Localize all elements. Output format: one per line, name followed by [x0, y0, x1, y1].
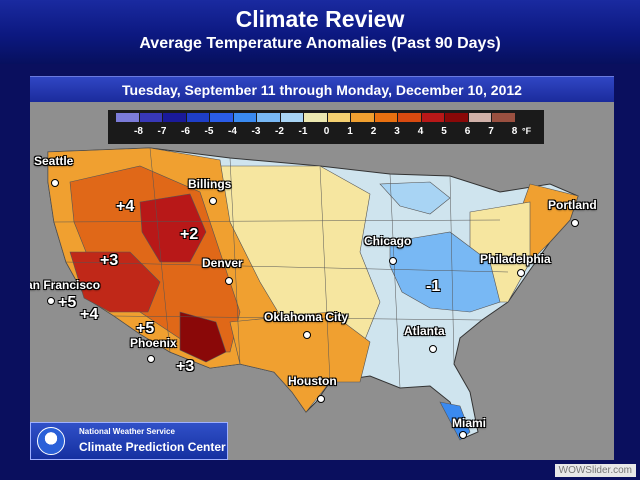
- legend-swatch: [445, 113, 468, 122]
- state-borders: [53, 147, 509, 389]
- legend-swatch: [351, 113, 374, 122]
- page-title: Climate Review: [235, 6, 405, 32]
- center-label: Climate Prediction Center: [79, 440, 226, 454]
- legend-swatch: [116, 113, 139, 122]
- legend-swatch: [257, 113, 280, 122]
- legend-tick-label: 6: [464, 126, 471, 137]
- region-florida: [439, 401, 471, 441]
- legend-tick-label: -7: [157, 126, 167, 137]
- anomaly-label: +5: [136, 320, 155, 337]
- nws-cpc-badge: National Weather Service Climate Predict…: [30, 422, 228, 460]
- city-label: Houston: [288, 374, 337, 388]
- legend-tick-label: 4: [417, 126, 424, 137]
- city-label: Philadelphia: [480, 252, 551, 266]
- header: Climate Review Average Temperature Anoma…: [0, 0, 640, 64]
- city-label: Phoenix: [130, 336, 177, 350]
- legend-tick-label: 3: [394, 126, 400, 137]
- legend-tick-label: 1: [347, 126, 353, 137]
- watermark: WOWSlider.com: [554, 464, 636, 477]
- legend-tick-label: -1: [298, 126, 308, 137]
- legend-tick-label: -4: [228, 126, 237, 137]
- anomaly-label: +3: [176, 358, 195, 375]
- legend-swatch: [186, 113, 209, 122]
- city-label: Oklahoma City: [264, 310, 349, 324]
- map-graphic: [47, 147, 579, 441]
- region-minus1: [389, 231, 501, 313]
- region-plus4-north: [139, 193, 207, 263]
- legend-swatch: [374, 113, 397, 122]
- legend-swatch: [210, 113, 233, 122]
- agency-label: National Weather Service: [79, 427, 175, 436]
- anomaly-label: +3: [100, 252, 119, 269]
- legend-swatch: [398, 113, 421, 122]
- region-plus5-sw: [179, 311, 227, 363]
- legend-tick-label: -8: [134, 126, 143, 137]
- legend-swatch: [468, 113, 491, 122]
- city-label: San Francisco: [30, 278, 101, 292]
- color-legend: -8 -7 -6 -5 -4 -3 -2 -1 0 1 2 3 4 5 6 7 8 °F: [108, 110, 544, 144]
- legend-swatch: [280, 113, 303, 122]
- us-anomaly-map: -8 -7 -6 -5 -4 -3 -2 -1 0 1 2 3 4 5 6 7 8 °F Seattle Bill…: [30, 102, 614, 460]
- city-label: Seattle: [34, 154, 74, 168]
- legend-swatch: [304, 113, 327, 122]
- legend-tick-label: -2: [275, 126, 284, 137]
- region-plus2-south: [229, 311, 371, 413]
- legend-tick-label: -5: [204, 126, 214, 137]
- page-subtitle: Average Temperature Anomalies (Past 90 D…: [139, 35, 501, 52]
- city-label: Portland: [548, 198, 597, 212]
- city-label: Billings: [188, 177, 232, 191]
- date-range-banner: Tuesday, September 11 through Monday, De…: [30, 76, 614, 103]
- city-label: Chicago: [364, 234, 412, 248]
- legend-swatch: [492, 113, 515, 122]
- noaa-logo-icon: [37, 427, 65, 455]
- city-label: Miami: [452, 416, 487, 430]
- legend-swatch: [421, 113, 444, 122]
- legend-tick-label: -3: [251, 126, 261, 137]
- anomaly-label: -1: [426, 278, 441, 295]
- anomaly-label: +2: [180, 226, 199, 243]
- legend-unit-label: °F: [522, 126, 532, 136]
- legend-tick-label: 7: [488, 126, 494, 137]
- legend-swatch: [327, 113, 350, 122]
- city-label: Denver: [202, 256, 243, 270]
- city-label: Atlanta: [404, 324, 445, 338]
- anomaly-label: +4: [80, 306, 99, 323]
- legend-tick-label: -6: [181, 126, 190, 137]
- legend-swatch: [163, 113, 186, 122]
- anomaly-label: +5: [58, 294, 77, 311]
- legend-tick-label: 5: [441, 126, 447, 137]
- legend-tick-label: 8: [511, 126, 518, 137]
- anomaly-label: +4: [116, 198, 135, 215]
- legend-tick-label: 2: [370, 126, 377, 137]
- region-minus1-north: [379, 181, 451, 215]
- legend-swatch: [139, 113, 162, 122]
- legend-swatch: [233, 113, 256, 122]
- region-plus4-west: [69, 251, 161, 313]
- legend-tick-label: 0: [323, 126, 330, 137]
